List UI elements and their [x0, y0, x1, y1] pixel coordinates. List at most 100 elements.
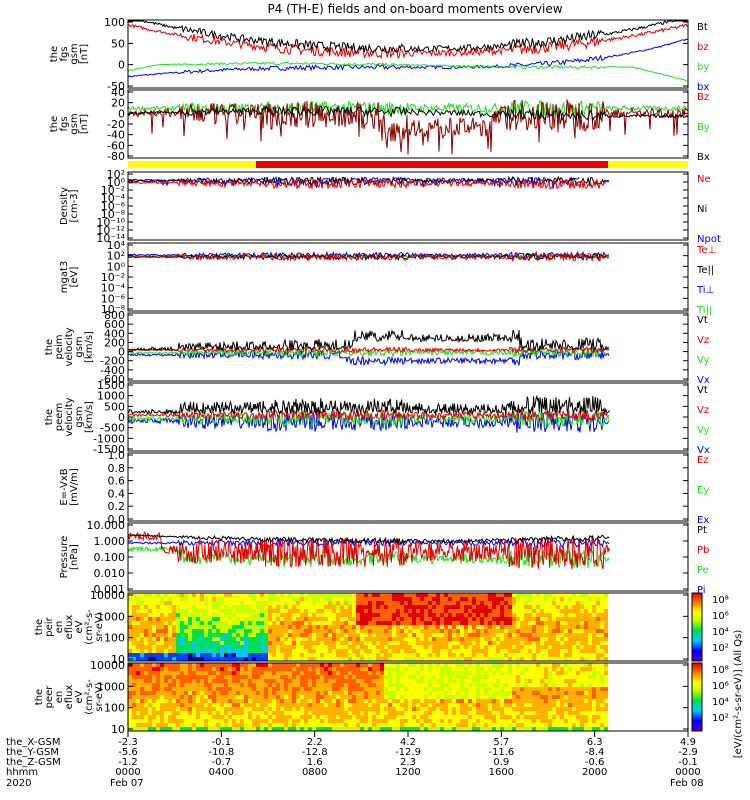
panel-peir-cell	[468, 625, 472, 629]
panel-peer-cell	[504, 727, 508, 731]
panel-peer-cell	[172, 667, 176, 671]
panel-peir-cell	[344, 633, 348, 637]
panel-peir-cell	[492, 633, 496, 637]
panel-peer-cell	[256, 667, 260, 671]
panel-peer-cell	[236, 683, 240, 687]
panel-peir-cell	[196, 657, 200, 661]
panel-peir-cell	[568, 653, 572, 657]
panel-peir-cell	[140, 609, 144, 613]
panel-peir-cell	[572, 601, 576, 605]
panel-peir-cell	[388, 617, 392, 621]
panel-peir-cell	[464, 629, 468, 633]
panel-peer-cell	[140, 667, 144, 671]
panel-peer-cell	[128, 683, 132, 687]
panel-peer-cell	[196, 675, 200, 679]
panel-peir-cell	[272, 629, 276, 633]
panel-peir-cell	[488, 657, 492, 661]
panel-peir-cell	[404, 621, 408, 625]
panel-peir-cell	[568, 601, 572, 605]
panel-peer-cell	[164, 727, 168, 731]
panel-peer-cell	[456, 699, 460, 703]
panel-peer-cell	[576, 675, 580, 679]
panel-peir-cell	[368, 657, 372, 661]
panel-peer-cell	[536, 663, 540, 667]
panel-peer-cell	[488, 671, 492, 675]
panel-peir-cell	[404, 653, 408, 657]
series-bx	[127, 38, 688, 78]
panel-peir-cell	[464, 633, 468, 637]
panel-peir-cell	[604, 621, 608, 625]
panel-peir-cell	[440, 653, 444, 657]
panel-peer-cell	[172, 691, 176, 695]
panel-peer-cell	[568, 667, 572, 671]
panel-efield-frame	[127, 452, 689, 522]
panel-peir-cell	[136, 593, 140, 597]
panel-peir-cell	[468, 637, 472, 641]
panel-peer-cell	[156, 703, 160, 707]
panel-peir-cell	[228, 597, 232, 601]
panel-fgs-dsl-tick-label: -40	[107, 129, 125, 142]
panel-peer-cell	[484, 727, 488, 731]
panel-peir-cell	[232, 645, 236, 649]
panel-peer-cell	[280, 707, 284, 711]
panel-peer-cell	[368, 687, 372, 691]
panel-peer-cell	[164, 707, 168, 711]
panel-peer-cell	[280, 675, 284, 679]
panel-peer-cell	[504, 679, 508, 683]
panel-peer-cell	[292, 671, 296, 675]
panel-peir-cell	[192, 625, 196, 629]
panel-peim-velocity-tick-label: 0	[118, 346, 125, 359]
panel-peer-cell	[408, 683, 412, 687]
panel-peer-cell	[500, 699, 504, 703]
panel-peir-cell	[588, 629, 592, 633]
panel-peer-cell	[356, 695, 360, 699]
panel-peer-cell	[128, 667, 132, 671]
panel-peir-cell	[444, 597, 448, 601]
panel-peir-cell	[384, 621, 388, 625]
panel-peer-cell	[244, 675, 248, 679]
panel-peir-cell	[136, 657, 140, 661]
panel-peer-cell	[596, 723, 600, 727]
panel-peir-cell	[564, 633, 568, 637]
panel-peir-cell	[148, 657, 152, 661]
panel-peer-cell	[128, 707, 132, 711]
panel-peir-cell	[436, 637, 440, 641]
panel-peir-cell	[232, 629, 236, 633]
panel-peer-cell	[564, 727, 568, 731]
panel-peir-cell	[184, 609, 188, 613]
panel-peir-ylabel-line: sr-eV)	[94, 612, 105, 641]
panel-peir-cell	[516, 601, 520, 605]
panel-peir-cell	[440, 629, 444, 633]
panel-peer-cell	[568, 699, 572, 703]
panel-peir-cell	[532, 609, 536, 613]
panel-peir-cell	[184, 657, 188, 661]
panel-peer-cell	[468, 719, 472, 723]
panel-peir-cell	[528, 625, 532, 629]
panel-peir-cell	[340, 617, 344, 621]
panel-peer-cell	[192, 687, 196, 691]
panel-peer-cell	[208, 683, 212, 687]
panel-peer-cell	[344, 687, 348, 691]
panel-peir-cell	[200, 621, 204, 625]
panel-peir-cell	[324, 625, 328, 629]
panel-peer-cell	[416, 727, 420, 731]
panel-peer-cell	[172, 695, 176, 699]
panel-peer-cell	[276, 667, 280, 671]
panel-peer-cell	[208, 711, 212, 715]
panel-peir-cell	[336, 649, 340, 653]
panel-peer-cell	[220, 683, 224, 687]
panel-peir-cell	[352, 637, 356, 641]
panel-peir-cell	[224, 601, 228, 605]
panel-peer-cell	[444, 683, 448, 687]
panel-peir-cell	[264, 609, 268, 613]
panel-peir-cell	[456, 633, 460, 637]
panel-peer-cell	[300, 695, 304, 699]
panel-peir-cell	[368, 645, 372, 649]
panel-peir-cell	[396, 649, 400, 653]
panel-peir-cell	[132, 645, 136, 649]
panel-peir-cell	[396, 625, 400, 629]
panel-peir-cell	[328, 653, 332, 657]
panel-peir-cell	[460, 629, 464, 633]
panel-peir-cell	[528, 633, 532, 637]
panel-peir-cell	[372, 609, 376, 613]
